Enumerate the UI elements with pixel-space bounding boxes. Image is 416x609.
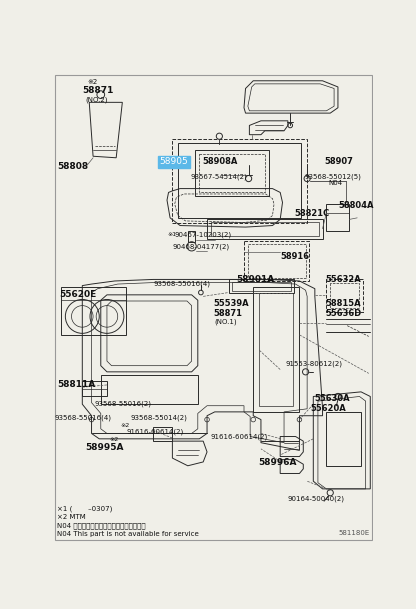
Text: 93567-54514(2): 93567-54514(2) xyxy=(190,173,247,180)
Text: 58871: 58871 xyxy=(213,309,242,319)
Text: 58811A: 58811A xyxy=(57,379,95,389)
Text: 55620A: 55620A xyxy=(310,404,346,413)
Bar xyxy=(248,244,306,278)
Text: 58804A: 58804A xyxy=(338,201,374,210)
Text: 55630A: 55630A xyxy=(315,394,350,403)
Text: 58908A: 58908A xyxy=(203,157,238,166)
Text: N04 This part is not available for service: N04 This part is not available for servi… xyxy=(57,531,199,537)
Text: N04 この部品については補給していません: N04 この部品については補給していません xyxy=(57,523,146,529)
Text: 55620E: 55620E xyxy=(59,290,97,299)
Bar xyxy=(178,143,301,218)
Text: 90468-04177(2): 90468-04177(2) xyxy=(172,243,230,250)
Text: 90467-10203(2): 90467-10203(2) xyxy=(175,231,232,238)
Text: 58995A: 58995A xyxy=(85,443,124,452)
Text: (NO.2): (NO.2) xyxy=(85,96,108,103)
Text: 91616-60614(2): 91616-60614(2) xyxy=(127,428,184,435)
Text: 58808: 58808 xyxy=(57,163,88,171)
Bar xyxy=(232,282,291,291)
Bar xyxy=(188,231,196,242)
Text: ※2: ※2 xyxy=(109,437,119,442)
Bar xyxy=(199,154,265,192)
Text: ※2: ※2 xyxy=(121,423,130,428)
Text: 93568-55014(2): 93568-55014(2) xyxy=(130,414,187,421)
Text: 93568-55016(2): 93568-55016(2) xyxy=(94,400,151,407)
Text: 55539A: 55539A xyxy=(213,300,249,309)
Bar xyxy=(196,150,269,196)
Text: N04: N04 xyxy=(329,180,343,186)
Text: (NO.1): (NO.1) xyxy=(215,319,238,325)
Text: ※2: ※2 xyxy=(87,79,97,85)
Bar xyxy=(229,279,294,292)
Bar xyxy=(211,222,319,236)
Text: 58821C: 58821C xyxy=(295,209,330,218)
Bar xyxy=(207,219,322,239)
Text: 91616-60614(2): 91616-60614(2) xyxy=(211,433,268,440)
Text: 93568-55012(5): 93568-55012(5) xyxy=(304,173,361,180)
Text: 58815A: 58815A xyxy=(326,298,361,308)
Text: 90164-50040(2): 90164-50040(2) xyxy=(288,496,345,502)
Text: 91553-80612(2): 91553-80612(2) xyxy=(285,361,343,367)
Text: 58901A: 58901A xyxy=(236,275,275,284)
Text: 58905: 58905 xyxy=(159,157,188,166)
Text: ※1: ※1 xyxy=(167,232,176,238)
Text: 581180E: 581180E xyxy=(338,530,369,536)
Text: ×2 MTM: ×2 MTM xyxy=(57,514,86,520)
Text: ×1 (       –0307): ×1 ( –0307) xyxy=(57,506,112,512)
Bar xyxy=(82,381,107,396)
Text: 58916: 58916 xyxy=(280,252,310,261)
Text: 55636D: 55636D xyxy=(326,309,362,319)
Bar xyxy=(327,204,349,231)
Text: 93568-55016(4): 93568-55016(4) xyxy=(153,280,210,287)
Text: 55632A: 55632A xyxy=(326,275,362,284)
Bar xyxy=(172,138,307,224)
Text: 58996A: 58996A xyxy=(258,458,296,467)
Text: 93568-55016(4): 93568-55016(4) xyxy=(54,414,111,421)
Text: 58907: 58907 xyxy=(325,157,354,166)
Text: 58871: 58871 xyxy=(82,86,114,95)
Bar xyxy=(244,241,310,281)
